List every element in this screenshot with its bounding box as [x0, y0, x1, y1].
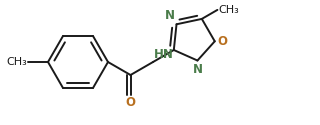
- Text: O: O: [125, 96, 135, 109]
- Text: N: N: [164, 9, 174, 22]
- Text: O: O: [218, 35, 228, 48]
- Text: CH₃: CH₃: [6, 57, 27, 67]
- Text: N: N: [192, 62, 203, 76]
- Text: HN: HN: [154, 48, 174, 61]
- Text: CH₃: CH₃: [219, 5, 239, 15]
